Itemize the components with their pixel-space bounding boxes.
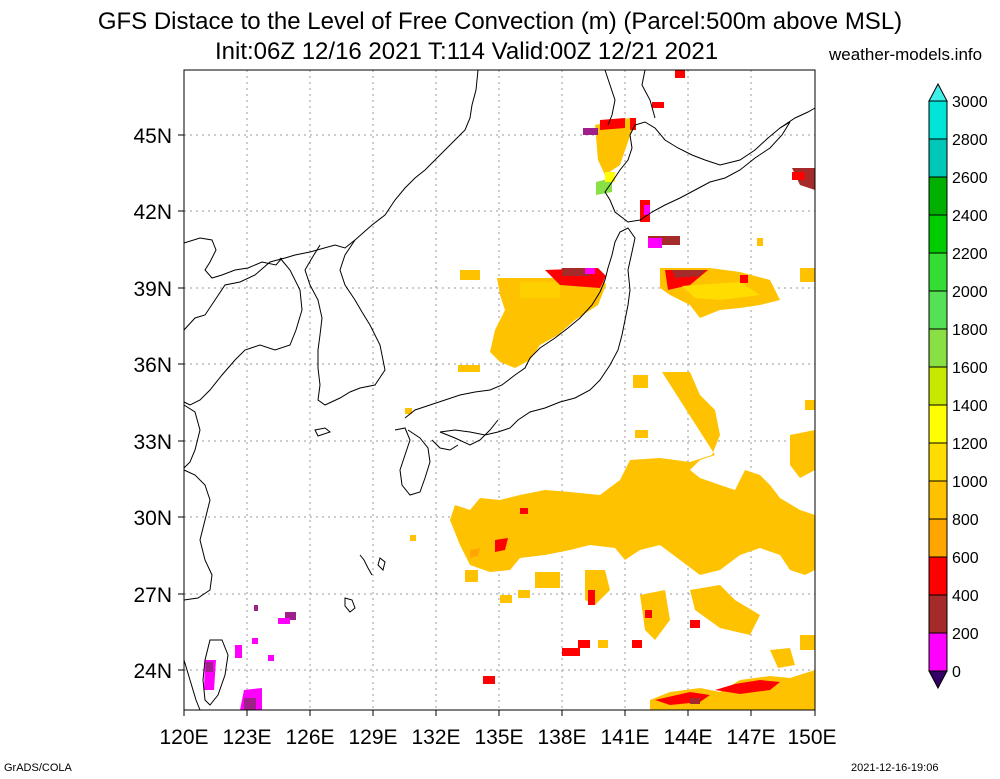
lon-label-126e: 126E — [285, 726, 334, 749]
map-area — [183, 69, 816, 711]
colorbar-label: 2000 — [952, 284, 988, 301]
footer-left: GrADS/COLA — [4, 762, 72, 774]
colorbar-label: 400 — [952, 588, 979, 605]
lat-label-42n: 42N — [133, 201, 172, 224]
lat-label-30n: 30N — [133, 507, 172, 530]
colorbar-swatches — [928, 100, 948, 672]
colorbar-label: 2400 — [952, 208, 988, 225]
lon-labels: 120E 123E 126E 129E 132E 135E 138E 141E … — [159, 726, 836, 749]
colorbar-label: 2600 — [952, 170, 988, 187]
axis-ticks — [178, 134, 816, 716]
colorbar-swatch — [928, 556, 948, 596]
colorbar-label: 0 — [952, 664, 961, 681]
colorbar: 3000280026002400220020001800160014001200… — [928, 82, 988, 690]
lat-label-27n: 27N — [133, 584, 172, 607]
lat-label-36n: 36N — [133, 354, 172, 377]
colorbar-swatch — [928, 366, 948, 406]
lat-labels: 45N 42N 39N 36N 33N 30N 27N 24N — [133, 125, 172, 683]
colorbar-label: 200 — [952, 626, 979, 643]
colorbar-swatch — [928, 594, 948, 634]
lat-label-24n: 24N — [133, 660, 172, 683]
colorbar-swatch — [928, 404, 948, 444]
colorbar-swatch — [928, 480, 948, 520]
colorbar-label: 1400 — [952, 398, 988, 415]
lon-label-150e: 150E — [787, 726, 836, 749]
lon-label-129e: 129E — [348, 726, 397, 749]
lat-label-45n: 45N — [133, 125, 172, 148]
title-line2: Init:06Z 12/16 2021 T:114 Valid:00Z 12/2… — [215, 38, 719, 65]
lon-label-123e: 123E — [222, 726, 271, 749]
colorbar-swatch — [928, 290, 948, 330]
lon-label-120e: 120E — [159, 726, 208, 749]
lon-label-147e: 147E — [726, 726, 775, 749]
colorbar-swatch — [928, 176, 948, 216]
lon-label-138e: 138E — [537, 726, 586, 749]
colorbar-label: 1800 — [952, 322, 988, 339]
colorbar-swatch — [928, 252, 948, 292]
lfc-shading — [204, 70, 815, 710]
lat-label-33n: 33N — [133, 431, 172, 454]
lon-label-141e: 141E — [600, 726, 649, 749]
colorbar-top-triangle — [928, 82, 948, 102]
colorbar-swatch — [928, 328, 948, 368]
footer-right: 2021-12-16-19:06 — [851, 762, 939, 774]
lon-label-144e: 144E — [663, 726, 712, 749]
colorbar-label: 1000 — [952, 474, 988, 491]
colorbar-swatch — [928, 214, 948, 254]
lat-label-39n: 39N — [133, 278, 172, 301]
title-line1: GFS Distace to the Level of Free Convect… — [97, 8, 903, 35]
colorbar-label: 3000 — [952, 94, 988, 111]
colorbar-label: 800 — [952, 512, 979, 529]
colorbar-swatch — [928, 632, 948, 672]
colorbar-bottom-triangle — [928, 670, 948, 690]
colorbar-labels: 3000280026002400220020001800160014001200… — [952, 94, 988, 681]
colorbar-swatch — [928, 442, 948, 482]
colorbar-label: 2200 — [952, 246, 988, 263]
site-credit: weather-models.info — [829, 45, 983, 64]
lon-label-135e: 135E — [474, 726, 523, 749]
colorbar-swatch — [928, 100, 948, 140]
lon-label-132e: 132E — [411, 726, 460, 749]
colorbar-label: 1200 — [952, 436, 988, 453]
colorbar-label: 2800 — [952, 132, 988, 149]
colorbar-label: 600 — [952, 550, 979, 567]
colorbar-label: 1600 — [952, 360, 988, 377]
coastlines — [183, 69, 816, 711]
colorbar-swatch — [928, 138, 948, 178]
colorbar-swatch — [928, 518, 948, 558]
